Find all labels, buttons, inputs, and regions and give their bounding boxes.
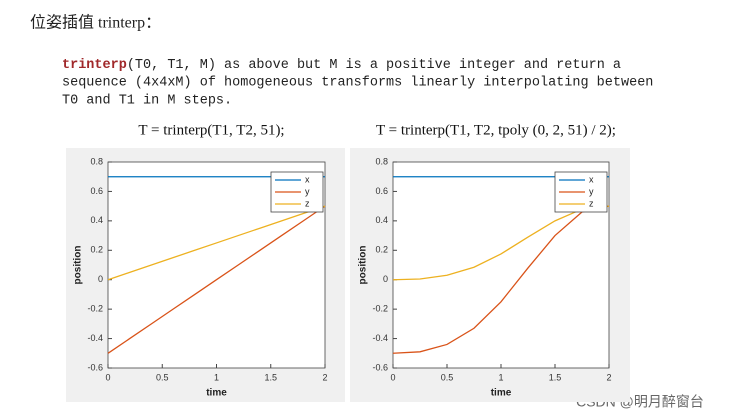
y-tick-label: -0.2: [372, 304, 388, 314]
x-tick-label: 1.5: [549, 372, 562, 382]
x-tick-label: 0.5: [156, 372, 169, 382]
heading: 位姿插值 trinterp：: [30, 14, 161, 32]
x-tick-label: 0.5: [441, 372, 454, 382]
y-tick-label: 0: [383, 274, 388, 284]
function-name: trinterp: [62, 58, 127, 73]
y-tick-label: 0.8: [375, 156, 388, 166]
x-tick-label: 1.5: [264, 372, 277, 382]
y-tick-label: -0.6: [372, 362, 388, 372]
y-axis-label: position: [358, 246, 369, 285]
y-tick-label: 0.4: [375, 215, 388, 225]
x-tick-label: 0: [105, 372, 110, 382]
legend-label: y: [589, 186, 594, 196]
description-line: trinterp(T0, T1, M) as above but M is a …: [62, 58, 621, 73]
description-line: T0 and T1 in M steps.: [62, 94, 232, 109]
y-tick-label: -0.6: [87, 362, 103, 372]
x-tick-label: 0: [390, 372, 395, 382]
chart-title: T = trinterp(T1, T2, 51);: [138, 122, 284, 138]
y-tick-label: -0.4: [87, 333, 103, 343]
legend-label: y: [305, 186, 310, 196]
x-tick-label: 1: [214, 372, 219, 382]
x-tick-label: 2: [606, 372, 611, 382]
y-tick-label: 0.2: [375, 245, 388, 255]
description-line: sequence (4x4xM) of homogeneous transfor…: [62, 76, 653, 91]
legend-label: z: [305, 198, 310, 208]
y-tick-label: 0.6: [375, 186, 388, 196]
y-tick-label: -0.4: [372, 333, 388, 343]
description-text: (T0, T1, M) as above but M is a positive…: [127, 58, 621, 73]
y-tick-label: 0.2: [90, 245, 103, 255]
y-axis-label: position: [73, 246, 84, 285]
series-line: [107, 205, 326, 354]
series-line: [392, 205, 610, 354]
y-tick-label: 0.6: [90, 186, 103, 196]
chart-title: T = trinterp(T1, T2, tpoly (0, 2, 51) / …: [376, 122, 616, 138]
series-line: [392, 205, 610, 281]
x-tick-label: 1: [498, 372, 503, 382]
x-tick-label: 2: [322, 372, 327, 382]
series-line: [107, 205, 326, 281]
x-axis-label: time: [491, 388, 512, 399]
y-tick-label: 0: [98, 274, 103, 284]
legend-label: x: [305, 174, 310, 184]
legend-label: x: [589, 174, 594, 184]
y-tick-label: 0.4: [90, 215, 103, 225]
y-tick-label: -0.2: [87, 304, 103, 314]
y-tick-label: 0.8: [90, 156, 103, 166]
x-axis-label: time: [206, 388, 227, 399]
legend-label: z: [589, 198, 594, 208]
